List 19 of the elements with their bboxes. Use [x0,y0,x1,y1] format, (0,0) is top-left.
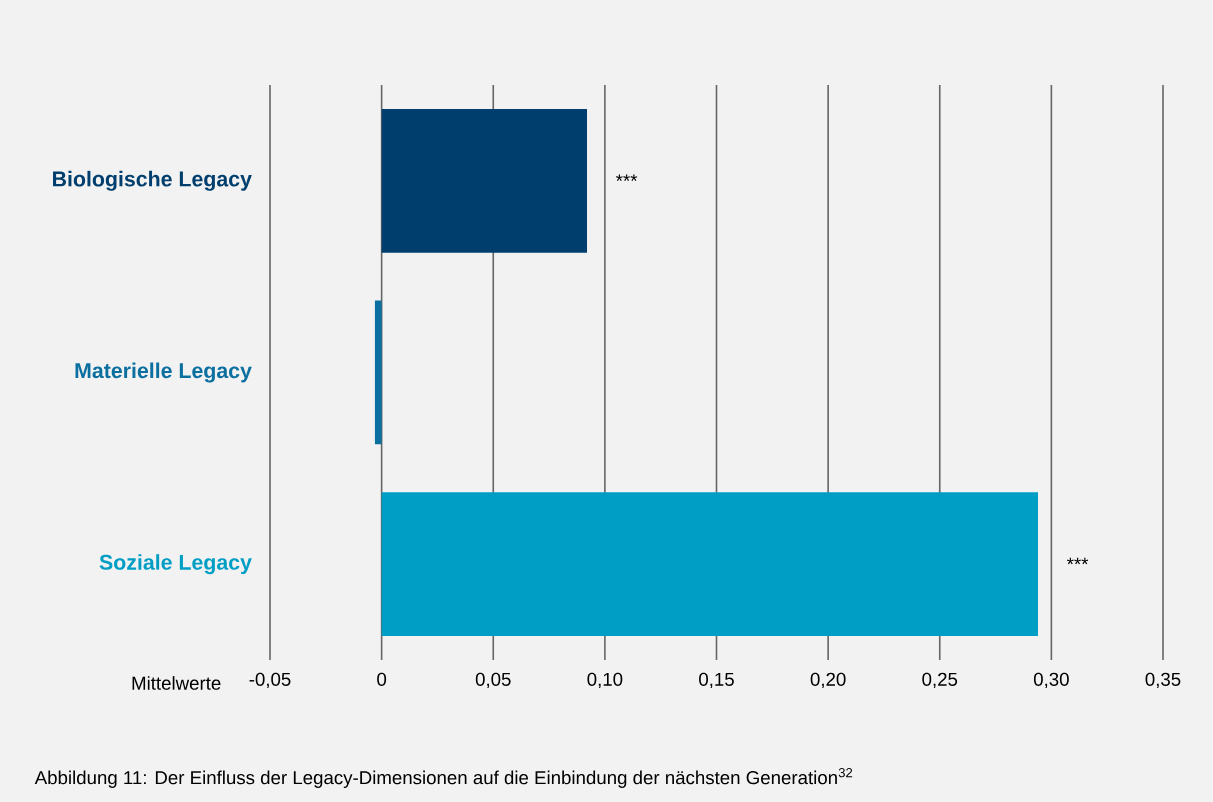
x-tick-label: 0,05 [475,672,511,689]
y-tick-label: Soziale Legacy [99,554,252,575]
bar [381,492,1038,637]
text: Abbildung 11: Der Einfluss der Legacy-Dimensionen auf die Einbindung der nächsten Generation$^{32}$ [34,768,853,788]
x-tick-label: -0,05 [249,672,291,689]
x-tick-label: 0,25 [922,672,958,689]
y-tick-label: Materielle Legacy [75,362,252,383]
x-tick-label: 0,30 [1033,672,1069,689]
x-tick-label: 0 [377,672,387,686]
x-tick-label: 0,20 [810,672,846,689]
x-axis-title: Mittelwerte [132,676,221,690]
annotation: *** [616,174,638,181]
x-tick-label: 0,15 [699,672,734,689]
bar [381,108,588,253]
annotation: *** [1066,557,1089,565]
x-tick-label: 0,10 [587,672,623,689]
x-tick-label: 0,35 [1145,672,1181,689]
y-tick-label: Biologische Legacy [53,170,252,191]
bar [374,300,382,445]
